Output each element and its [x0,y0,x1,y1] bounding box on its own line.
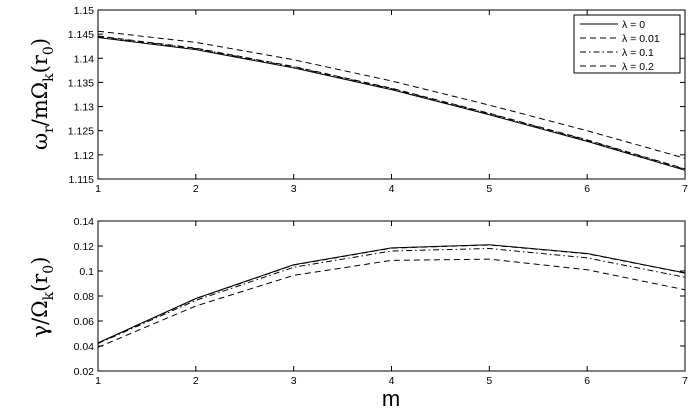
y-tick-label: 1.145 [68,29,94,41]
legend-entry-1: λ = 0 [622,19,645,31]
legend-entry-2: λ = 0.01 [622,33,660,45]
top-axis-ticks: 1 2 3 4 5 6 7 1.115 1.12 1.125 1.13 1.135 1.14 1.145 1… [68,5,688,195]
x-tick-label: 3 [291,183,297,195]
y-tick-label: 0.1 [79,266,94,278]
ylabel-r: (r [28,54,52,73]
top-y-axis-label: ωr/mΩk(r0) [28,38,57,150]
top-series-line-1 [97,37,686,171]
legend: λ = 0 λ = 0.01 λ = 0.1 λ = 0.2 [573,14,681,74]
ylabel-sub-0: 0 [41,265,57,274]
bottom-panel: 1 2 3 4 5 6 7 0.02 0.04 0.06 0.08 0.1 0.12 0.14 γ/Ωk(… [28,216,688,411]
bottom-plot-frame [97,220,686,372]
x-tick-label: 2 [193,183,199,195]
ylabel-omega: ω [28,133,52,150]
ylabel-r: (r [28,273,52,292]
x-tick-label: 2 [193,375,199,387]
x-tick-label: 6 [584,183,590,195]
x-tick-label: 7 [682,183,688,195]
x-tick-label: 1 [95,375,101,387]
y-tick-label: 1.135 [68,77,94,89]
x-tick-label: 6 [584,375,590,387]
y-tick-label: 0.04 [74,341,95,353]
top-series-line-3 [97,36,686,170]
ylabel-sub-k: k [41,291,57,300]
x-tick-label: 4 [389,183,395,195]
ylabel-gamma-omega: γ/Ω [28,300,52,337]
y-tick-label: 0.06 [74,316,95,328]
y-tick-label: 1.13 [74,102,95,114]
legend-entry-3: λ = 0.1 [622,47,654,59]
y-tick-label: 0.14 [74,216,95,228]
bottom-series-line-4 [97,258,686,348]
x-tick-label: 1 [95,183,101,195]
y-tick-label: 0.02 [74,366,95,378]
x-tick-label: 7 [682,375,688,387]
y-tick-label: 1.14 [74,53,95,65]
ylabel-m-omega: /mΩ [28,82,52,126]
bottom-y-axis-label: γ/Ωk(r0) [28,257,57,338]
y-tick-label: 0.12 [74,241,95,253]
y-tick-label: 1.115 [69,174,95,186]
x-tick-label: 4 [389,375,395,387]
ylabel-sub-r: r [41,126,57,133]
bottom-series-group [97,244,686,348]
x-tick-label: 5 [486,375,492,387]
y-tick-label: 1.125 [68,126,94,138]
x-tick-label: 5 [486,183,492,195]
ylabel-sub-k: k [41,73,57,82]
legend-entry-4: λ = 0.2 [622,61,654,73]
y-tick-label: 0.08 [74,291,95,303]
top-panel: 1 2 3 4 5 6 7 1.115 1.12 1.125 1.13 1.135 1.14 1.145 1… [28,5,688,195]
ylabel-sub-0: 0 [41,46,57,55]
top-series-group [97,30,686,171]
legend-box [573,14,681,74]
ylabel-close: ) [28,257,52,265]
x-axis-label: m [382,386,400,411]
x-tick-label: 3 [291,375,297,387]
y-tick-label: 1.15 [74,5,95,17]
ylabel-close: ) [28,38,52,46]
y-tick-label: 1.12 [74,150,95,162]
bottom-axis-ticks: 1 2 3 4 5 6 7 0.02 0.04 0.06 0.08 0.1 0.12 0.14 [74,216,689,387]
bottom-series-line-2 [97,244,686,344]
